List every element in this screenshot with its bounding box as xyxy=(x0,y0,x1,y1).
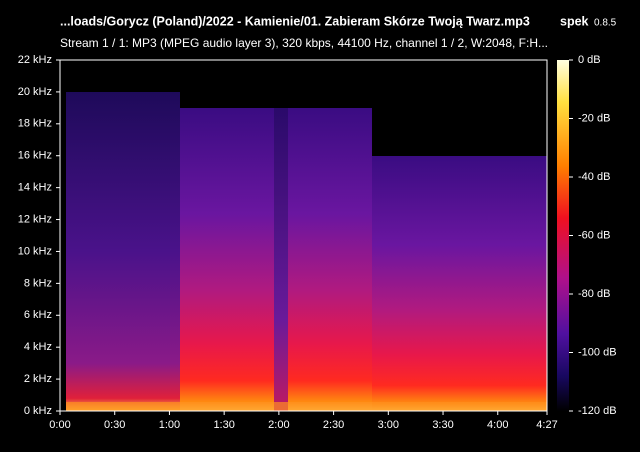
x-tick-label: 3:30 xyxy=(432,419,453,431)
color-tick-label: -20 dB xyxy=(578,112,610,124)
y-tick-label: 22 kHz xyxy=(18,54,52,66)
spectrum-region xyxy=(372,156,547,411)
y-tick-label: 4 kHz xyxy=(24,341,52,353)
x-tick-label: 4:00 xyxy=(487,419,508,431)
x-tick-label: 3:00 xyxy=(378,419,399,431)
color-tick-label: 0 dB xyxy=(578,54,601,66)
color-tick-label: -40 dB xyxy=(578,171,610,183)
y-tick-label: 16 kHz xyxy=(18,150,52,162)
color-tick-label: -120 dB xyxy=(578,405,617,417)
x-tick-label: 2:00 xyxy=(268,419,289,431)
stream-info: Stream 1 / 1: MP3 (MPEG audio layer 3), … xyxy=(60,36,548,50)
spectrum-region xyxy=(288,108,372,411)
spectrogram xyxy=(59,59,548,412)
file-title: ...loads/Gorycz (Poland)/2022 - Kamienie… xyxy=(60,14,530,28)
y-tick-label: 20 kHz xyxy=(18,86,52,98)
app-name: spek xyxy=(560,14,589,28)
plot-frame xyxy=(59,59,548,412)
y-tick-label: 10 kHz xyxy=(18,245,52,257)
spectrum-region xyxy=(274,108,288,411)
y-tick-label: 2 kHz xyxy=(24,373,52,385)
color-tick-label: -100 dB xyxy=(578,346,617,358)
y-tick-label: 12 kHz xyxy=(18,213,52,225)
spectrum-low-band xyxy=(66,402,547,411)
spectrum-region xyxy=(180,108,274,411)
app-version: 0.8.5 xyxy=(594,18,617,29)
spectrum-region xyxy=(66,92,180,411)
x-tick-label: 0:00 xyxy=(49,419,70,431)
y-tick-label: 14 kHz xyxy=(18,182,52,194)
x-tick-label: 2:30 xyxy=(323,419,344,431)
color-tick-label: -80 dB xyxy=(578,288,610,300)
y-tick-label: 8 kHz xyxy=(24,277,52,289)
color-tick-label: -60 dB xyxy=(578,229,610,241)
y-tick-label: 6 kHz xyxy=(24,309,52,321)
x-tick-label: 4:27 xyxy=(536,419,557,431)
y-tick-label: 0 kHz xyxy=(24,405,52,417)
x-tick-label: 0:30 xyxy=(104,419,125,431)
x-tick-label: 1:00 xyxy=(159,419,180,431)
color-scale xyxy=(557,60,569,411)
y-tick-label: 18 kHz xyxy=(18,118,52,130)
x-tick-label: 1:30 xyxy=(213,419,234,431)
